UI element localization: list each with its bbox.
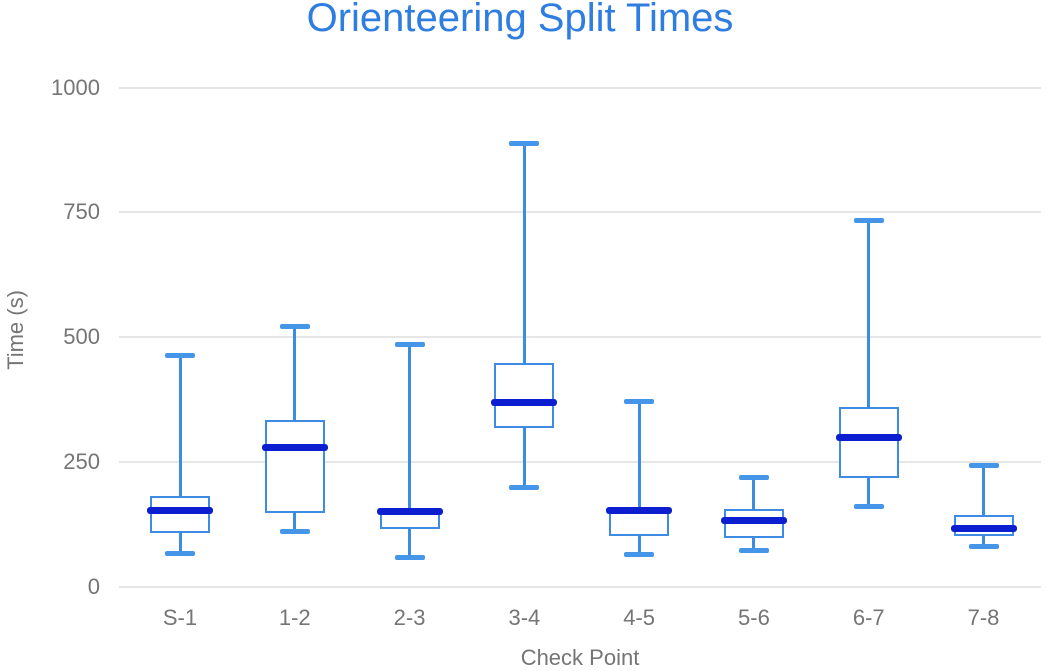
x-tick-label: 1-2 (278, 605, 311, 630)
median-line (606, 506, 673, 514)
boxplot-group-4-5[interactable] (606, 399, 673, 557)
y-tick-label: 750 (63, 199, 100, 225)
whisker-cap-min (165, 551, 195, 557)
whisker-line (178, 355, 182, 554)
gridline-y-250 (119, 461, 1041, 464)
whisker-line (982, 465, 986, 547)
gridline-y-0 (119, 586, 1041, 589)
box-iqr (838, 407, 899, 479)
whisker-cap-min (394, 554, 425, 560)
x-axis-title: Check Point (520, 645, 640, 670)
median-line (720, 516, 787, 524)
median-line (950, 524, 1017, 532)
chart-title: Orienteering Split Times (306, 0, 734, 40)
boxplot-group-6-7[interactable] (835, 218, 902, 510)
median-line (491, 398, 558, 406)
median-line (261, 443, 328, 451)
median-line (147, 507, 213, 515)
whisker-cap-max (165, 352, 195, 358)
boxplot-group-S-1[interactable] (147, 352, 213, 557)
whisker-cap-max (624, 399, 655, 405)
gridline-y-1000 (119, 86, 1041, 89)
whisker-line (867, 220, 871, 507)
boxplot-group-1-2[interactable] (261, 323, 328, 534)
x-tick-label: 3-4 (508, 605, 541, 630)
whisker-line (408, 344, 412, 558)
gridline-y-500 (119, 336, 1041, 339)
whisker-cap-min (279, 528, 310, 534)
x-tick-label: 6-7 (852, 605, 885, 630)
median-line (376, 507, 443, 515)
whisker-cap-max (853, 218, 884, 224)
x-tick-label: 4-5 (623, 605, 656, 630)
x-tick-label: S-1 (162, 605, 198, 630)
whisker-cap-max (279, 323, 310, 329)
gridline-y-750 (119, 211, 1041, 214)
y-tick-label: 250 (63, 449, 100, 475)
whisker-cap-max (968, 463, 999, 469)
box-iqr (264, 420, 325, 513)
x-tick-label: 5-6 (738, 605, 770, 630)
whisker-cap-min (968, 544, 999, 550)
whisker-line (522, 143, 526, 488)
x-tick-label: 2-3 (393, 605, 426, 630)
whisker-cap-max (509, 141, 540, 147)
median-line (835, 433, 902, 441)
box-iqr (150, 496, 210, 533)
y-tick-label: 1000 (51, 74, 100, 100)
whisker-cap-min (738, 548, 769, 554)
whisker-line (637, 401, 641, 555)
whisker-cap-max (738, 475, 769, 481)
boxplot-group-7-8[interactable] (950, 463, 1017, 550)
x-tick-label: 7-8 (967, 605, 1000, 630)
box-iqr (494, 362, 555, 428)
boxplot-group-3-4[interactable] (491, 141, 558, 490)
y-tick-label: 500 (63, 324, 100, 350)
boxplot-group-5-6[interactable] (720, 475, 787, 554)
whisker-cap-min (624, 551, 655, 557)
whisker-cap-min (853, 504, 884, 510)
y-tick-label: 0 (87, 574, 100, 600)
whisker-cap-max (394, 342, 425, 348)
boxplot-group-2-3[interactable] (376, 342, 443, 560)
whisker-cap-min (509, 484, 540, 490)
